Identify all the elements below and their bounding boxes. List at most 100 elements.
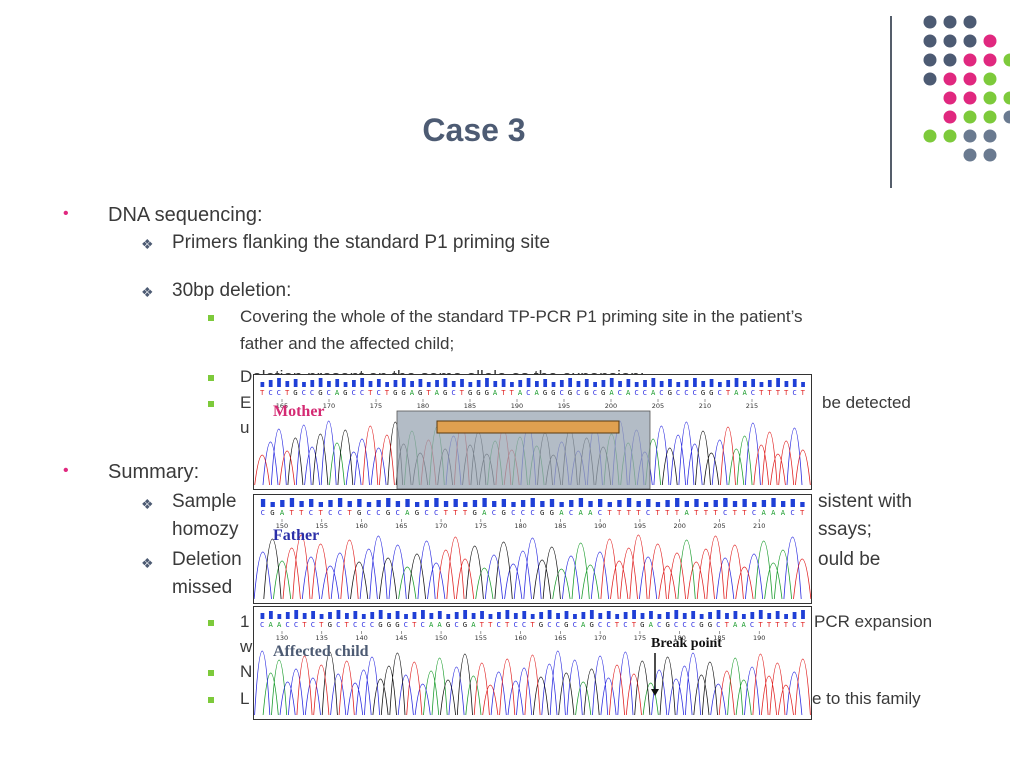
base-call: T — [758, 620, 763, 629]
quality-bar — [741, 614, 746, 619]
base-call: G — [539, 620, 543, 629]
quality-bar — [393, 380, 398, 387]
decorative-dot — [1003, 110, 1010, 124]
quality-bar — [368, 381, 373, 387]
base-call: C — [336, 620, 340, 629]
quality-bar — [268, 611, 273, 619]
quality-bar — [626, 498, 632, 507]
base-call: C — [395, 508, 399, 517]
base-call: C — [361, 620, 365, 629]
bullet-marker — [208, 697, 214, 703]
base-call: T — [444, 508, 449, 517]
base-call: A — [518, 388, 523, 397]
base-call: C — [327, 388, 331, 397]
base-call: A — [335, 388, 340, 397]
base-call: C — [691, 620, 695, 629]
quality-bar — [543, 379, 548, 387]
base-call: C — [309, 508, 313, 517]
quality-bar — [675, 498, 680, 507]
base-call: G — [568, 388, 572, 397]
quality-bar — [310, 380, 315, 387]
base-call: A — [277, 620, 282, 629]
quality-bar — [750, 612, 755, 619]
quality-bar — [454, 612, 459, 619]
base-call: A — [626, 388, 631, 397]
quality-bar — [659, 381, 664, 387]
base-call: A — [684, 508, 689, 517]
base-call: C — [522, 620, 526, 629]
base-call: G — [446, 620, 450, 629]
quality-bar — [792, 612, 797, 619]
bullet-w: w — [240, 637, 253, 656]
base-call: T — [800, 508, 805, 517]
base-call: T — [784, 620, 789, 629]
base-call: A — [578, 508, 583, 517]
quality-bar — [703, 502, 709, 507]
base-call: A — [588, 508, 593, 517]
position-tick-label: 160 — [514, 634, 526, 642]
quality-bar — [784, 614, 788, 619]
base-call: C — [684, 388, 688, 397]
decorative-dot — [943, 129, 957, 143]
base-call: T — [615, 620, 620, 629]
base-call: G — [589, 620, 593, 629]
quality-bar — [657, 614, 662, 619]
base-call: T — [463, 508, 468, 517]
quality-bar — [761, 500, 767, 507]
quality-bar — [576, 381, 581, 387]
base-call: C — [492, 508, 496, 517]
quality-bar — [418, 379, 423, 387]
quality-bar — [617, 500, 622, 507]
decorative-dot — [963, 129, 977, 143]
quality-bar — [277, 614, 282, 619]
base-call: T — [733, 508, 738, 517]
quality-bar — [723, 498, 728, 507]
quality-bar — [446, 614, 451, 619]
quality-bar — [327, 381, 331, 387]
priming-site-bar — [436, 420, 620, 434]
quality-bar — [429, 613, 434, 619]
quality-bar — [401, 378, 406, 387]
quality-bar — [309, 499, 314, 507]
position-tick-label: 195 — [634, 522, 646, 530]
quality-bar — [556, 613, 560, 619]
quality-bar — [539, 612, 544, 619]
base-call: T — [767, 388, 772, 397]
base-call: C — [792, 388, 796, 397]
base-call: C — [404, 620, 408, 629]
quality-bar — [463, 502, 468, 507]
base-call: A — [410, 388, 415, 397]
quality-bar — [790, 499, 795, 507]
quality-bar — [694, 499, 699, 507]
quality-bar — [510, 382, 514, 387]
quality-bar — [569, 500, 574, 507]
quality-bar — [751, 379, 756, 387]
bullet-marker — [208, 401, 214, 407]
quality-bar — [302, 382, 306, 387]
decorative-dot — [983, 148, 997, 162]
base-call: C — [792, 620, 796, 629]
base-call: G — [418, 388, 422, 397]
decorative-dot — [943, 72, 957, 86]
base-call: A — [435, 388, 440, 397]
quality-bar — [771, 498, 776, 507]
base-call: A — [559, 508, 564, 517]
base-call: G — [401, 388, 405, 397]
quality-bar — [505, 610, 510, 619]
base-call: A — [771, 508, 776, 517]
position-tick-label: 175 — [634, 634, 646, 642]
bullet-homozy: homozy — [172, 519, 239, 540]
quality-bar — [649, 611, 653, 619]
quality-bar — [410, 381, 414, 387]
quality-bar — [701, 381, 706, 387]
position-tick-label: 205 — [713, 522, 725, 530]
base-call: C — [497, 620, 501, 629]
base-call: C — [682, 620, 686, 629]
position-tick-label: 180 — [514, 522, 526, 530]
base-call: G — [443, 388, 447, 397]
quality-bar — [376, 379, 381, 387]
base-call: C — [606, 620, 610, 629]
base-call: T — [742, 508, 747, 517]
quality-bar — [476, 380, 481, 387]
